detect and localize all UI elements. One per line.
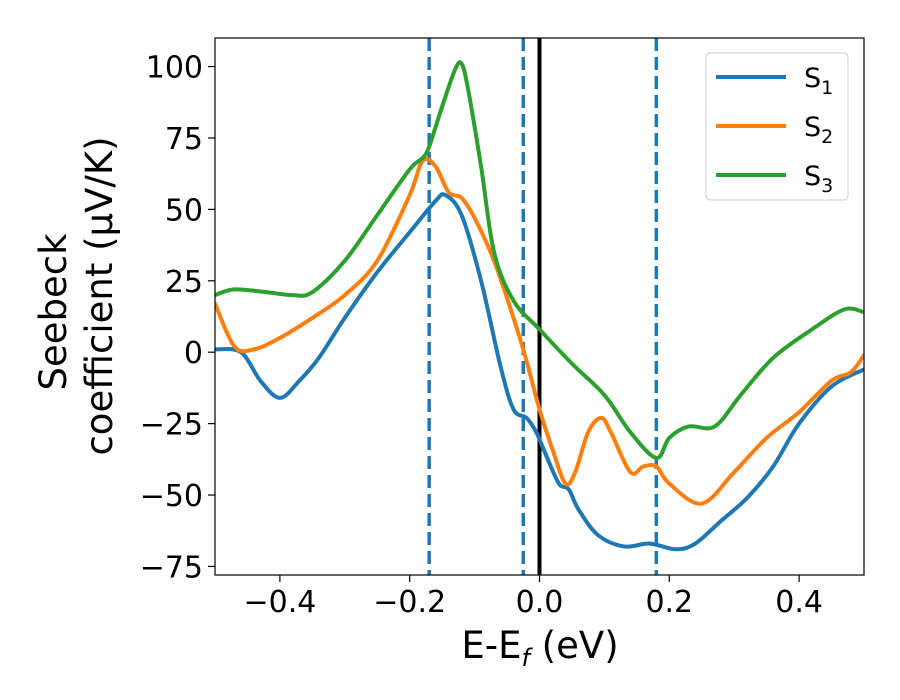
x-tick-label: 0.4 xyxy=(775,585,823,620)
x-tick-label: −0.2 xyxy=(373,585,446,620)
x-axis-label-main: E-E xyxy=(461,624,521,667)
y-tick-label: 75 xyxy=(165,122,203,157)
plot-area xyxy=(215,38,864,575)
series-line-s1 xyxy=(215,192,864,552)
y-tick-label: 100 xyxy=(146,51,203,86)
y-tick-label: −25 xyxy=(140,408,203,443)
axes: −0.4 −0.2 0.0 0.2 0.4 −75 −50 −25 0 25 50 75 100 xyxy=(140,37,865,620)
y-tick-label: −75 xyxy=(140,550,203,585)
y-tick-label: −50 xyxy=(140,479,203,514)
x-axis-label-tail: (eV) xyxy=(530,624,619,667)
series-line-s3 xyxy=(215,60,864,460)
y-tick-label: 50 xyxy=(165,193,203,228)
x-tick-label: 0.0 xyxy=(516,585,564,620)
legend-label-s2: S2 xyxy=(804,112,833,148)
y-tick-label: 25 xyxy=(165,265,203,300)
legend: S1 S2 S3 xyxy=(705,52,849,201)
x-tick-label: 0.2 xyxy=(645,585,693,620)
legend-label-s1: S1 xyxy=(804,63,833,99)
legend-label-s3: S3 xyxy=(804,161,833,197)
y-axis-label-line1: Seebeck xyxy=(32,233,75,391)
series-line-s2 xyxy=(215,156,864,506)
x-tick-label: −0.4 xyxy=(243,585,316,620)
y-axis-label-line2: coefficient (μV/K) xyxy=(78,136,121,455)
x-axis-label: E-Ef (eV) xyxy=(461,624,618,672)
y-tick-label: 0 xyxy=(184,336,203,371)
